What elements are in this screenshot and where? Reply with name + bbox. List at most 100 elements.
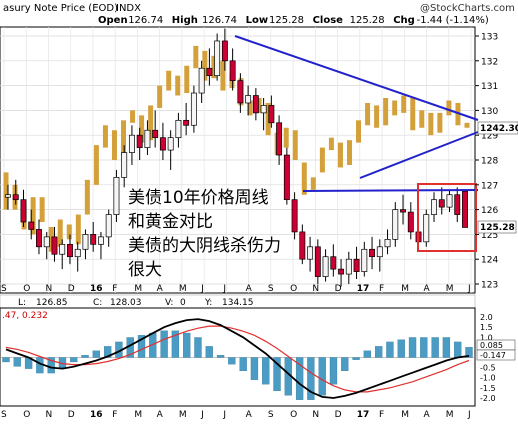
gold-volume-label: V: [165,298,173,308]
macd-histogram-bar [239,357,247,372]
annotation-line-2: 和黄金对比 [128,212,213,232]
macd-histogram-bar [2,357,10,363]
ohlc-label: Close [313,15,344,26]
y-tick-label: 124 [481,256,498,266]
macd-histogram-bar [216,355,225,358]
candle-body [446,194,453,208]
x-tick-label: D [68,284,75,294]
gold-bar [328,137,334,151]
gold-bar [121,120,127,156]
x-tick-label: A [424,410,431,420]
gold-bar [374,105,380,128]
x-tick-label: D [68,410,75,420]
macd-histogram-bar [262,357,270,385]
x-tick-label: D [335,410,342,420]
macd-last-1: 0.085 [480,341,503,350]
candle-body [229,60,236,81]
candle-body [376,246,383,258]
x-tick-label: J [222,410,226,420]
macd-histogram-bar [363,350,372,358]
gold-bar [102,125,108,148]
macd-panel [0,307,476,407]
x-tick-label: F [112,284,117,294]
x-tick-label: J [200,284,204,294]
gold-y-label: Y: [204,298,212,308]
gold-close-label: C: [93,298,102,308]
annotation-line-3: 美债的大阴线杀伤力 [128,236,281,256]
candle-body [276,122,283,156]
trendline-upper [234,35,479,121]
gold-bar [410,98,416,131]
candle-body [183,119,190,126]
x-tick-label: A [246,284,253,294]
ohlc-value: 126.74 [202,15,237,26]
gold-bar [175,75,181,96]
candle-body [74,248,81,258]
y-tick-label: 128 [481,157,498,167]
gold-bar [383,98,389,126]
gold-bar [356,120,362,143]
macd-line [5,318,470,399]
gold-bar [319,147,325,173]
macd-histogram-bar [13,357,21,367]
ohlc-value: 125.28 [350,15,385,26]
gold-bar [93,145,99,185]
gold-bar [301,162,307,195]
x-tick-label: A [424,284,431,294]
x-tick-label: 17 [357,284,370,294]
x-tick-label: A [246,410,253,420]
gold-bar [401,95,407,113]
candle-body [245,95,252,104]
x-tick-label: O [23,410,30,420]
gold-price-tag: 1242.30 [477,121,518,135]
gold-close: 128.03 [110,298,142,308]
svg-text:1242.30: 1242.30 [480,124,518,134]
x-tick-label: M [134,284,142,294]
candle-body [260,105,267,114]
gold-y: 134.15 [222,298,254,308]
gold-bar [39,197,45,222]
gold-values: L: 126.85 C: 128.03 V: 0 Y: 134.15 [18,298,254,308]
candle-body [221,40,228,62]
x-tick-label: J [467,410,471,420]
gold-bar [428,112,434,136]
macd-histogram-bar [250,357,259,380]
macd-histogram-bar [352,357,360,360]
gold-bar [283,127,289,148]
gold-bar [211,55,217,79]
ohlc-label: Open [98,15,128,26]
candle-body [20,199,27,223]
ohlc-value: 126.74 [128,15,163,26]
macd-histogram-bar [397,339,405,358]
gold-bar [292,130,298,160]
x-tick-label: M [179,284,187,294]
candle-body [322,256,329,277]
time-axis-main: S O N D 16 F M A M J J A S O N D 17 F M A M J [1,284,471,294]
candle-body [423,214,430,243]
candle-body [159,137,166,151]
x-tick-label: S [268,410,274,420]
y-tick-label: 126 [481,206,498,216]
macd-histogram-bar [81,355,89,358]
macd-series [0,318,475,400]
candle-body [400,209,406,213]
gold-bar [111,130,117,160]
candle-body [237,80,244,104]
candle-body [338,268,345,275]
y-tick-label: 129 [481,132,498,142]
macd-histogram-bar [194,337,202,358]
candle-body [206,67,213,77]
macd-histogram-bar [375,346,383,358]
candle-body [353,258,360,272]
x-tick-label: F [379,284,384,294]
gold-volume: 0 [180,298,186,308]
last-price-tag: 125.28 [477,220,517,234]
gold-bar [75,214,81,245]
gold-bar [48,226,54,252]
gold-bar [310,177,316,190]
copyright-label: @StockCharts.com [420,3,515,14]
y-tick-label: 127 [481,181,498,191]
macd-tick-label: 1.5 [480,323,493,332]
gold-bar [202,50,208,81]
